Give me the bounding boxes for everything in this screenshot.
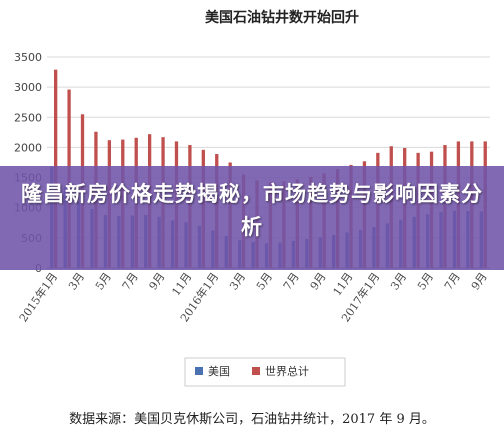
y-tick-label: 3000	[14, 81, 42, 94]
x-tick-label: 11月	[169, 270, 194, 298]
source-note: 数据来源：美国贝克休斯公司，石油钻井统计，2017 年 9 月。	[69, 412, 435, 427]
x-tick-label: 9月	[469, 270, 490, 292]
x-tick-label: 9月	[147, 270, 168, 292]
legend-box	[184, 357, 346, 387]
legend-swatch-us	[195, 367, 203, 375]
x-tick-label: 11月	[331, 270, 356, 298]
x-tick-label: 5月	[93, 270, 114, 292]
chart-title: 美国石油钻井数开始回升	[205, 9, 359, 26]
legend-label-world: 世界总计	[265, 364, 309, 378]
x-tick-label: 7月	[442, 270, 463, 292]
x-tick-label: 9月	[308, 270, 329, 292]
legend-label-us: 美国	[208, 365, 230, 378]
overlay-title: 隆昌新房价格走势揭秘，市场趋势与影响因素分析	[21, 182, 483, 239]
x-tick-label: 3月	[227, 270, 248, 292]
y-tick-label: 2500	[14, 111, 42, 124]
legend-swatch-world	[252, 367, 260, 375]
overlay-banner	[0, 166, 504, 270]
y-tick-label: 3500	[14, 51, 42, 64]
x-tick-label: 7月	[120, 270, 141, 292]
x-tick-label: 5月	[415, 270, 436, 292]
x-tick-label: 2015年1月	[16, 270, 60, 325]
x-tick-label: 5月	[254, 270, 275, 292]
x-tick-label: 3月	[66, 270, 87, 292]
x-tick-label: 3月	[388, 270, 409, 292]
x-tick-label: 7月	[281, 270, 302, 292]
y-tick-label: 2000	[14, 141, 42, 154]
